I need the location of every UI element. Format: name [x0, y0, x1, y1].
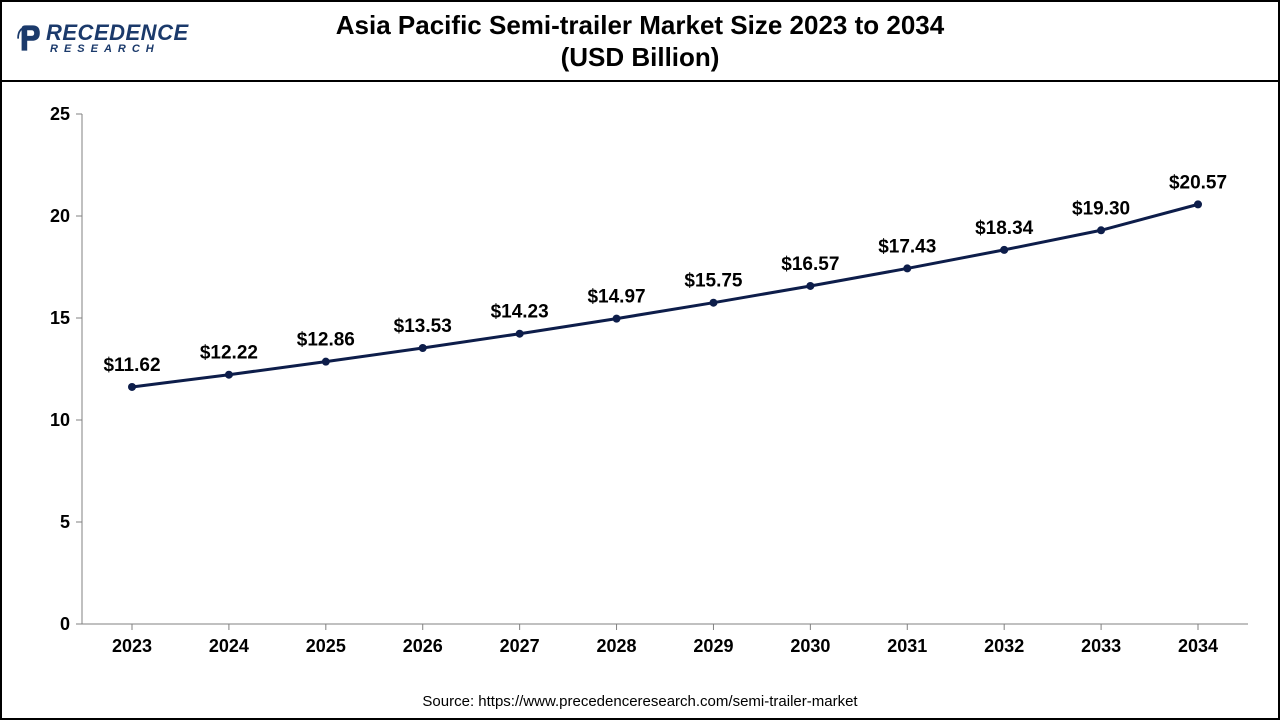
data-marker: [1000, 246, 1008, 254]
data-marker: [1194, 200, 1202, 208]
source-text: Source: https://www.precedenceresearch.c…: [2, 693, 1278, 710]
plot-region: 0510152025202320242025202620272028202920…: [2, 84, 1278, 682]
y-tick-label: 10: [50, 410, 70, 430]
line-chart-svg: 0510152025202320242025202620272028202920…: [2, 84, 1278, 684]
x-tick-label: 2029: [693, 636, 733, 656]
data-label: $19.30: [1072, 198, 1130, 219]
data-marker: [419, 344, 427, 352]
x-tick-label: 2023: [112, 636, 152, 656]
y-tick-label: 25: [50, 104, 70, 124]
x-tick-label: 2027: [500, 636, 540, 656]
data-marker: [1097, 226, 1105, 234]
data-label: $14.97: [587, 287, 645, 308]
title-wrap: Asia Pacific Semi-trailer Market Size 20…: [2, 9, 1278, 74]
x-tick-label: 2034: [1178, 636, 1218, 656]
chart-title: Asia Pacific Semi-trailer Market Size 20…: [222, 9, 1058, 74]
data-label: $13.53: [394, 316, 452, 337]
data-label: $15.75: [684, 271, 743, 292]
data-label: $12.22: [200, 343, 258, 364]
data-label: $14.23: [491, 302, 549, 323]
data-label: $11.62: [103, 355, 160, 376]
x-tick-label: 2026: [403, 636, 443, 656]
y-tick-label: 0: [60, 614, 70, 634]
logo-p-icon: [16, 24, 44, 52]
x-tick-label: 2025: [306, 636, 346, 656]
chart-title-line2: (USD Billion): [561, 42, 720, 72]
data-label: $20.57: [1169, 172, 1227, 193]
series-line: [132, 204, 1198, 387]
x-tick-label: 2024: [209, 636, 249, 656]
data-label: $18.34: [975, 218, 1034, 239]
x-tick-label: 2033: [1081, 636, 1121, 656]
y-tick-label: 5: [60, 512, 70, 532]
y-tick-label: 15: [50, 308, 70, 328]
x-tick-label: 2032: [984, 636, 1024, 656]
data-label: $16.57: [781, 254, 839, 275]
data-marker: [322, 358, 330, 366]
chart-container: RECEDENCE RESEARCH Asia Pacific Semi-tra…: [0, 0, 1280, 720]
header-region: RECEDENCE RESEARCH Asia Pacific Semi-tra…: [2, 2, 1278, 82]
x-tick-label: 2031: [887, 636, 927, 656]
data-marker: [128, 383, 136, 391]
data-marker: [225, 371, 233, 379]
data-marker: [903, 264, 911, 272]
x-tick-label: 2030: [790, 636, 830, 656]
data-marker: [709, 299, 717, 307]
data-label: $12.86: [297, 330, 355, 351]
chart-title-line1: Asia Pacific Semi-trailer Market Size 20…: [336, 10, 944, 40]
data-label: $17.43: [878, 236, 936, 257]
data-marker: [806, 282, 814, 290]
x-tick-label: 2028: [597, 636, 637, 656]
y-tick-label: 20: [50, 206, 70, 226]
data-marker: [516, 330, 524, 338]
data-marker: [613, 315, 621, 323]
brand-logo: RECEDENCE RESEARCH: [16, 20, 189, 55]
